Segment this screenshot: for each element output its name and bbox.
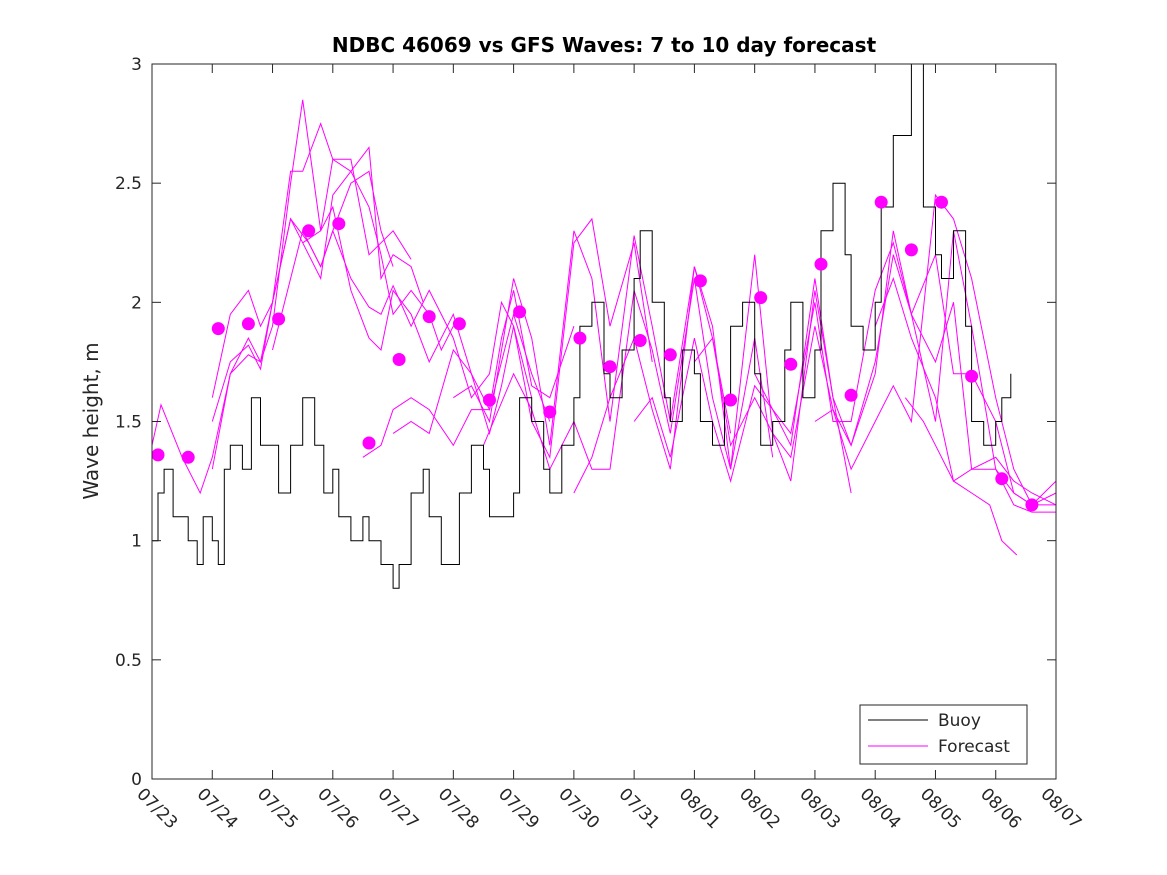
forecast-line-9 xyxy=(453,230,732,446)
forecast-marker xyxy=(332,217,346,231)
forecast-line-3 xyxy=(211,122,412,398)
forecast-line-4 xyxy=(211,146,424,422)
legend-forecast-label: Forecast xyxy=(938,737,1010,757)
forecast-marker xyxy=(272,312,286,326)
forecast-marker xyxy=(151,448,165,462)
forecast-marker xyxy=(392,353,406,366)
forecast-marker xyxy=(633,334,647,347)
y-tick-label: 2.5 xyxy=(115,174,142,194)
forecast-line-6 xyxy=(302,205,551,422)
y-tick-label: 1 xyxy=(131,532,142,552)
forecast-marker xyxy=(724,393,738,407)
forecast-marker xyxy=(422,310,436,324)
y-axis-label: Wave height, m xyxy=(79,342,103,499)
forecast-marker xyxy=(483,393,496,407)
forecast-line-17 xyxy=(904,397,1018,556)
forecast-marker xyxy=(181,450,195,464)
forecast-marker xyxy=(362,436,376,450)
forecast-marker xyxy=(573,331,587,345)
plot-area xyxy=(151,63,1057,589)
chart-title: NDBC 46069 vs GFS Waves: 7 to 10 day for… xyxy=(332,33,877,57)
forecast-line-13 xyxy=(694,193,1057,506)
y-tick-label: 3 xyxy=(131,55,142,75)
forecast-marker xyxy=(904,243,918,257)
forecast-marker xyxy=(543,405,557,419)
forecast-marker xyxy=(935,195,948,209)
forecast-marker xyxy=(241,317,255,331)
y-tick-label: 1.5 xyxy=(115,413,142,433)
forecast-line-15 xyxy=(814,230,1057,506)
forecast-marker xyxy=(1025,498,1039,512)
y-tick-label: 0 xyxy=(131,770,142,790)
legend-box xyxy=(859,704,1028,765)
forecast-marker xyxy=(513,305,527,319)
legend: Buoy Forecast xyxy=(859,704,1028,765)
forecast-line-8 xyxy=(392,217,653,460)
forecast-marker xyxy=(452,317,466,331)
forecast-marker xyxy=(784,357,798,371)
forecast-line-16 xyxy=(874,276,1056,513)
y-tick-label: 0.5 xyxy=(115,651,142,671)
forecast-marker xyxy=(874,195,888,209)
forecast-marker xyxy=(211,322,225,336)
forecast-line-11 xyxy=(573,254,852,494)
forecast-line-5 xyxy=(272,229,533,399)
forecast-marker xyxy=(995,472,1009,486)
forecast-marker xyxy=(814,257,828,271)
legend-buoy-label: Buoy xyxy=(938,711,981,731)
forecast-marker xyxy=(663,348,677,362)
forecast-marker xyxy=(754,291,768,305)
buoy-line xyxy=(152,63,1012,589)
forecast-marker xyxy=(302,224,316,238)
forecast-line-7 xyxy=(362,290,575,458)
y-tick-label: 2 xyxy=(131,293,142,313)
forecast-marker xyxy=(844,388,858,402)
forecast-marker xyxy=(693,274,707,288)
forecast-marker xyxy=(603,360,617,374)
forecast-marker xyxy=(965,369,979,383)
